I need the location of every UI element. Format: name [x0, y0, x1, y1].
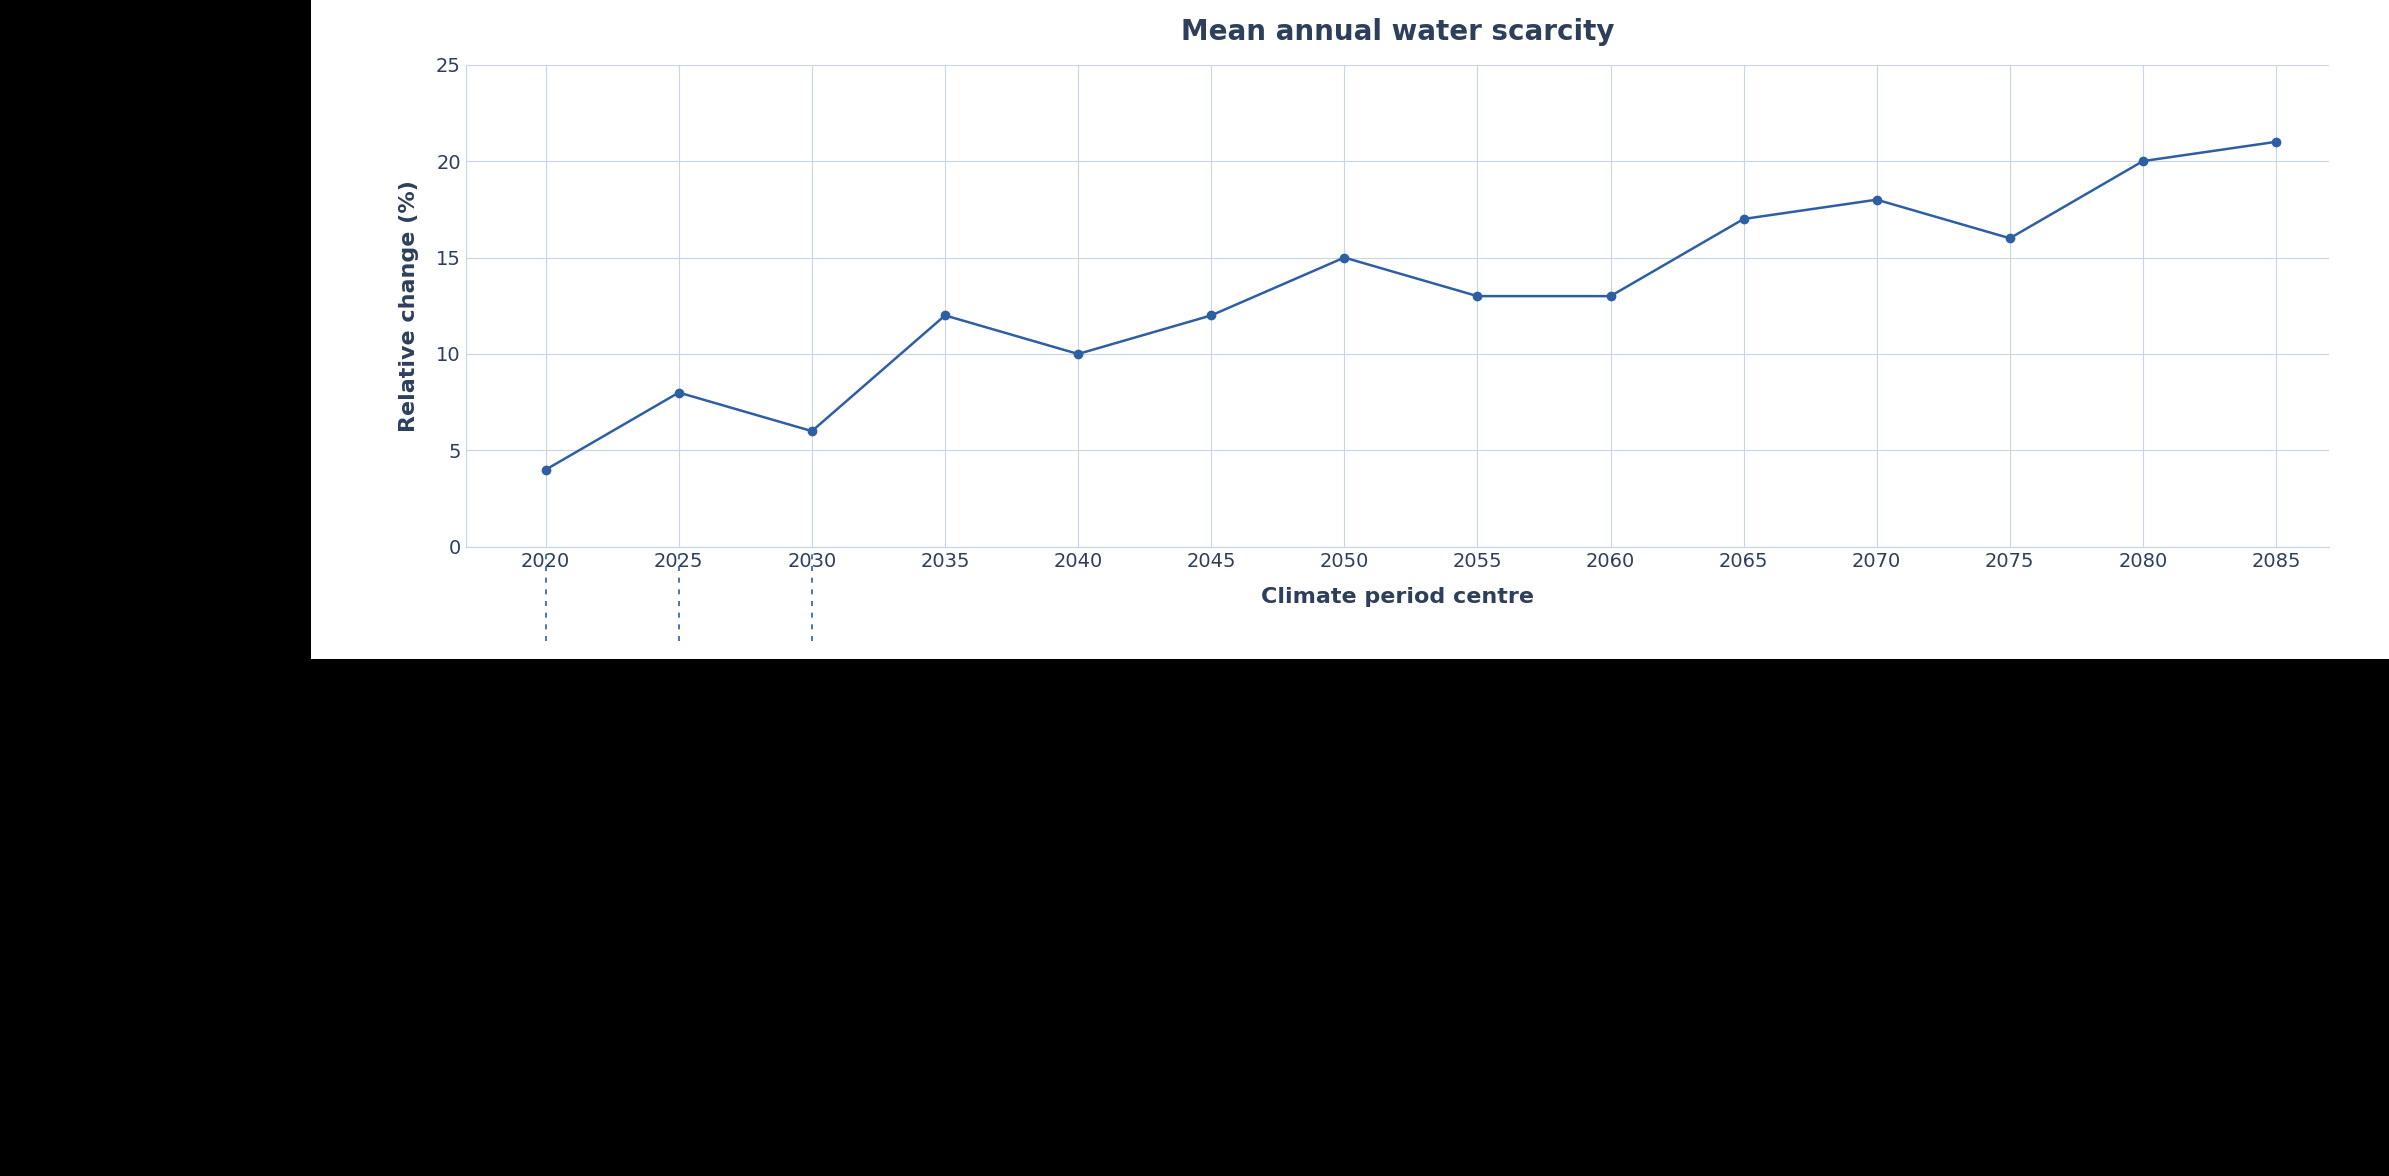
Title: Mean annual water scarcity: Mean annual water scarcity	[1180, 18, 1615, 46]
Y-axis label: Relative change (%): Relative change (%)	[399, 180, 420, 432]
X-axis label: Climate period centre: Climate period centre	[1261, 587, 1534, 607]
